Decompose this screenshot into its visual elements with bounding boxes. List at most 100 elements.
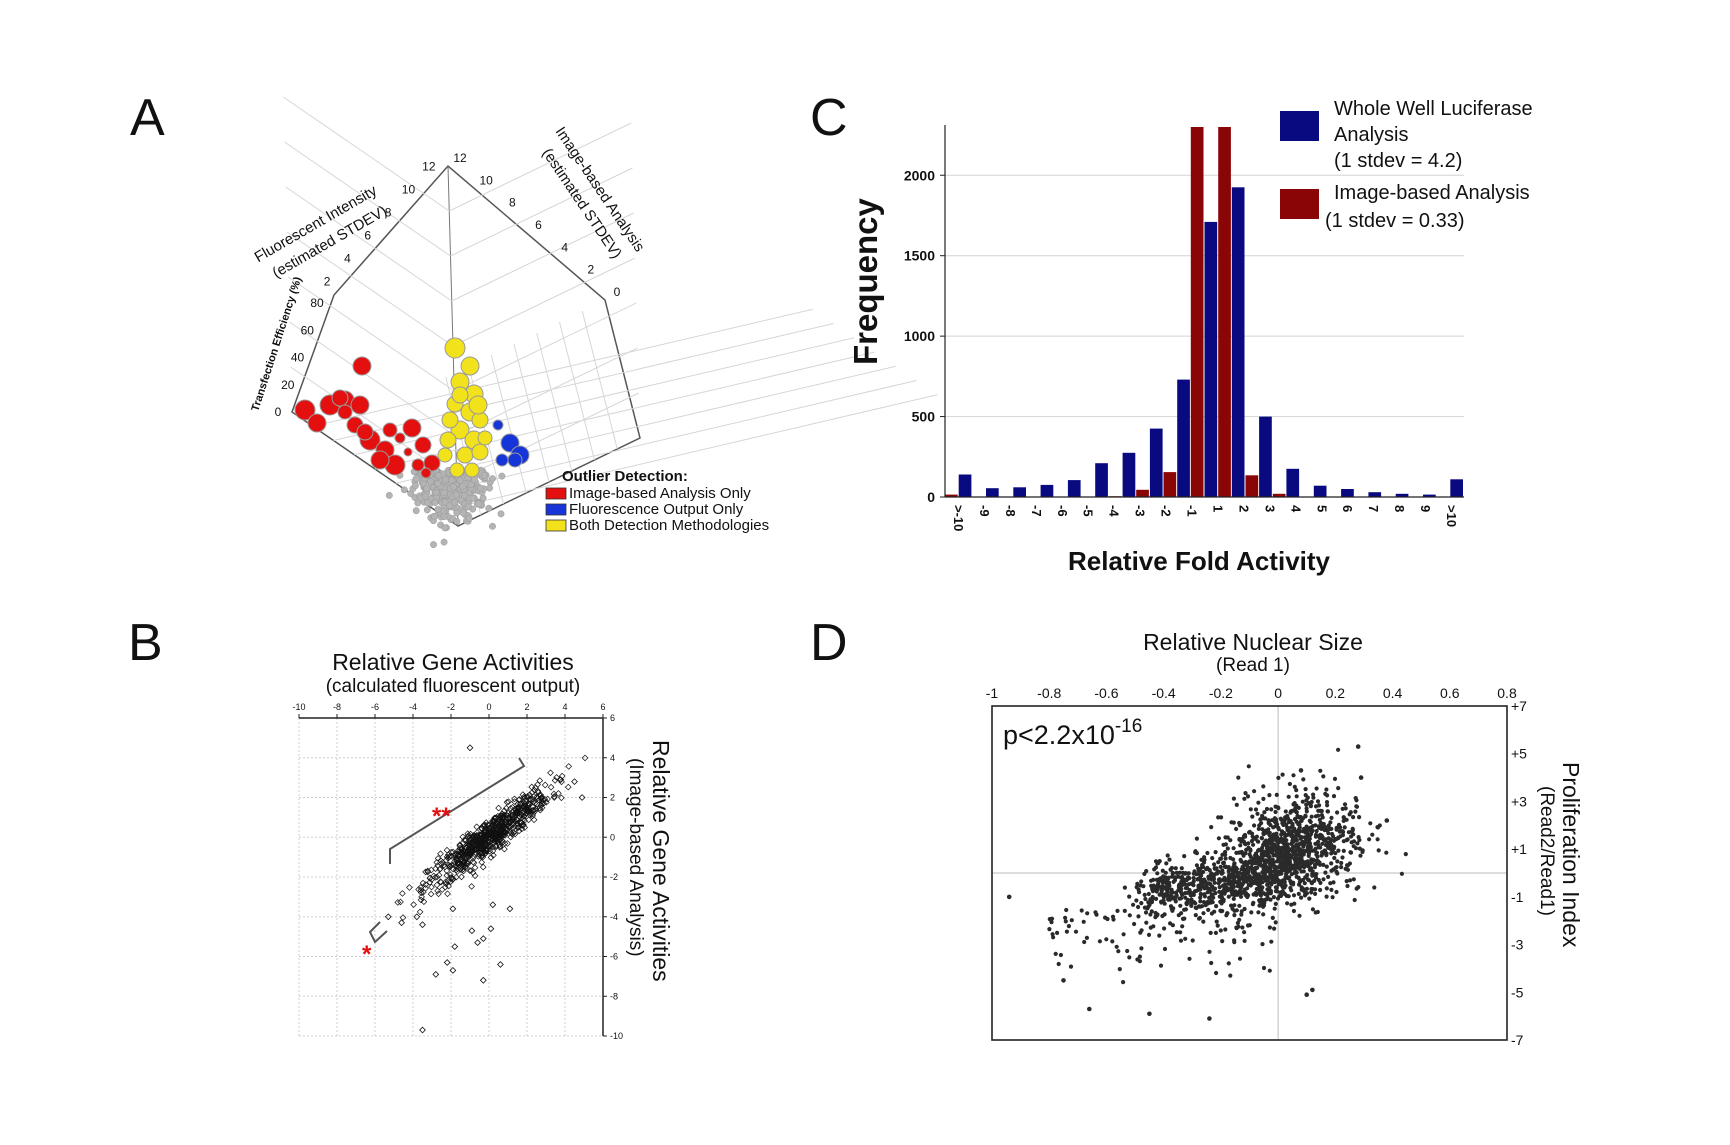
panel-b-point [443,846,451,854]
panel-d-point [1275,889,1280,894]
panel-b-point [501,840,509,847]
panel-d-outlier-point [1355,744,1361,749]
panel-d-point [1212,866,1217,871]
panel-b-outlier-point [419,921,426,929]
panel-d-point [1285,876,1290,881]
panel-d-point [1203,903,1208,908]
panel-d-point [1261,912,1266,917]
panel-a-grid-line [456,392,639,482]
panel-d-point [1267,968,1272,973]
panel-b-point [467,867,475,874]
panel-b-point [541,781,549,789]
panel-a-legend-label-red: Image-based Analysis Only [569,485,751,502]
panel-b-point [481,836,488,844]
panel-d-point [1324,853,1329,858]
panel-d-point [1296,820,1301,826]
panel-d-point [1356,835,1361,840]
panel-a-point-gray [441,498,449,506]
panel-c-xtick-label: 1 [1211,505,1226,512]
panel-d-point [1339,860,1344,866]
panel-c-legend-luciferase-1: Whole Well Luciferase [1334,98,1533,120]
panel-d-point [1207,868,1212,873]
panel-d-point [1322,838,1327,843]
panel-d-point [1151,883,1156,888]
panel-d-point [1236,775,1241,780]
panel-b-outlier-point [479,976,487,984]
panel-a-grid-line [437,394,938,513]
panel-b-point [499,814,507,821]
panel-a-point-gray [479,494,487,502]
panel-a-point-gray [440,513,448,521]
panel-c-xtick-label: 7 [1366,505,1381,512]
panel-d-point [1268,841,1273,846]
panel-d-point [1259,821,1264,826]
panel-d-point [1242,930,1247,935]
panel-b-point [424,868,432,876]
panel-d-point [1271,832,1276,837]
panel-d-point [1185,890,1190,895]
panel-d-outlier-point [1358,775,1364,780]
panel-b-point [450,860,458,868]
panel-d-point [1053,951,1058,957]
panel-a-point-gray [432,489,440,497]
panel-d-point [1297,882,1302,887]
panel-d-point [1313,804,1319,809]
panel-a-transfection-tick: 20 [281,378,295,392]
panel-a-point-gray [464,503,472,511]
panel-d-point [1273,865,1278,870]
panel-d-point [1208,900,1213,905]
panel-b-point [565,763,573,770]
panel-d-point [1239,912,1244,917]
panel-b-point [447,878,455,886]
panel-d-point [1237,820,1242,826]
panel-d-point [1292,826,1297,831]
panel-d-point [1261,796,1266,802]
panel-d-point [1259,836,1265,841]
panel-d-point [1280,772,1285,777]
panel-d-point [1270,915,1275,921]
panel-d-point [1178,938,1184,943]
panel-d-point [1176,913,1181,918]
panel-c-bar-luciferase [1259,416,1272,497]
panel-d-point [1277,894,1282,899]
panel-d-point [1303,863,1309,868]
panel-c-bar-luciferase [986,488,999,497]
panel-a-point-red [402,418,422,438]
panel-b-point [494,822,502,830]
panel-b-ytick-label: -10 [610,1031,623,1041]
panel-b-point [460,867,467,875]
panel-d-point [1280,889,1285,894]
panel-d-point [1273,804,1278,809]
panel-d-point [1267,793,1272,798]
panel-d-point [1064,907,1069,913]
panel-d-point [1191,871,1196,876]
panel-d-point [1162,946,1168,952]
panel-b-point [486,842,494,849]
panel-d-point [1351,839,1357,844]
panel-d-point [1164,861,1169,866]
panel-d-outliers [1006,744,1390,1021]
panel-b-point [417,896,425,904]
panel-d-point [1284,893,1289,899]
panel-b-point [498,837,506,845]
panel-b-point [445,882,452,890]
panel-d-point [1226,881,1231,886]
panel-b-point [492,814,500,821]
panel-b-point [494,837,501,845]
panel-d-point [1137,954,1142,959]
panel-d-point [1184,885,1189,890]
panel-c-bar-image [1218,127,1231,497]
panel-d-point [1131,902,1136,907]
panel-d-point [1266,827,1271,832]
panel-d-point [1275,835,1280,840]
panel-d-point [1274,885,1279,891]
panel-d-point [1285,813,1290,819]
panel-b-point [551,777,559,784]
panel-b-point [521,824,529,831]
panel-d-point [1180,892,1185,897]
panel-d-point [1288,885,1293,891]
panel-d-point [1225,846,1230,851]
panel-d-point [1137,890,1142,895]
panel-d-point [1153,859,1159,864]
panel-d-point [1231,896,1236,902]
